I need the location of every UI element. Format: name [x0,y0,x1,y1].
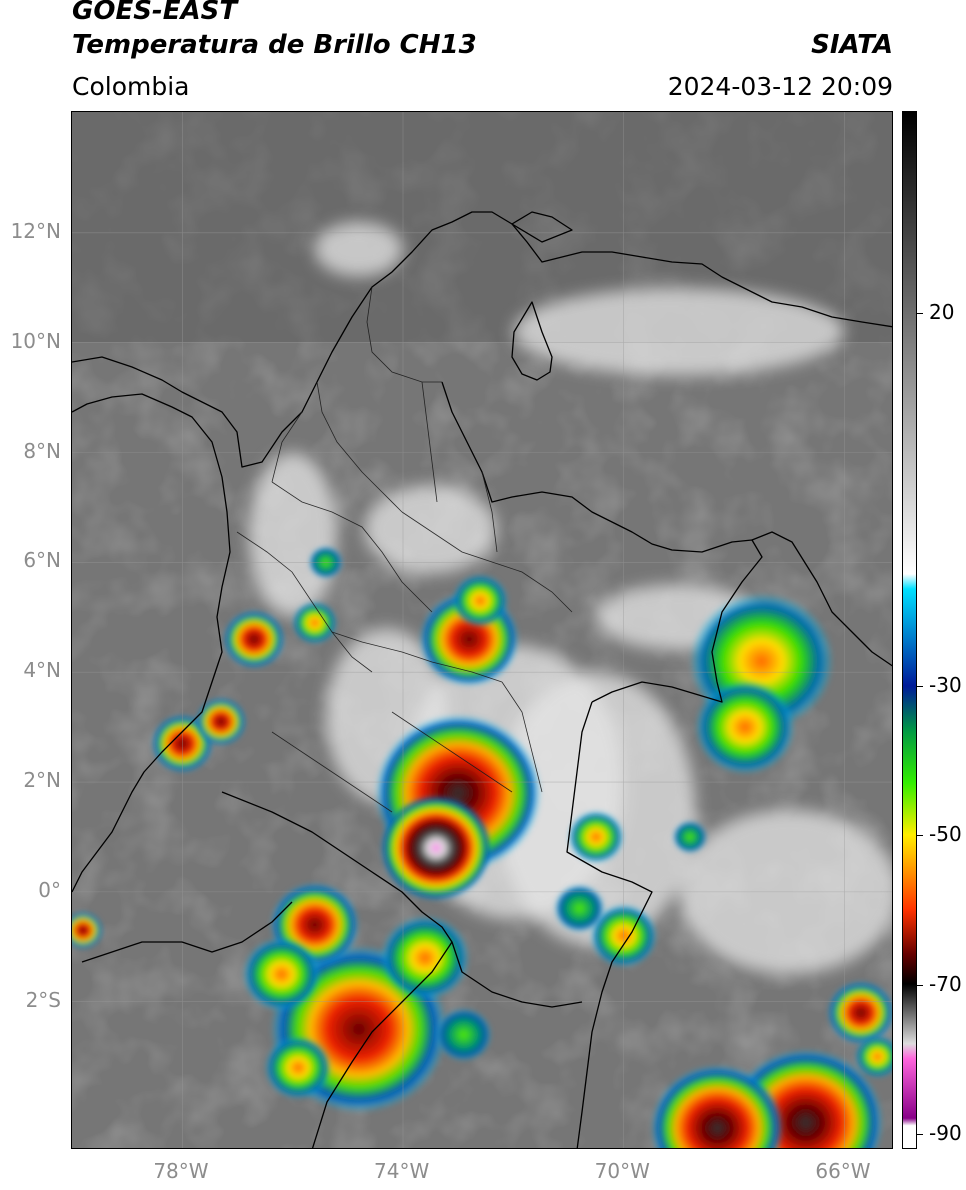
map-canvas [72,112,892,1148]
light-cloud-4 [248,452,337,618]
storm-cell-4 [695,680,795,775]
dept-border-12 [501,681,543,793]
border-venezuela-guyana [751,531,892,667]
colorbar-tick [917,1134,923,1136]
dept-border-1 [316,381,403,513]
lat-tick-label: 4°N [23,658,61,683]
storm-cell-23 [673,821,707,853]
lon-tick-label: 70°W [594,1159,650,1183]
colorbar-tick-label: -90 [929,1121,962,1146]
storm-cell-16 [380,916,470,1000]
storm-cell-1 [380,795,492,901]
storm-cell-18 [568,810,624,864]
source-label: SIATA [811,30,893,60]
lat-tick-label: 12°N [10,218,61,243]
colorbar-tick-label: -50 [929,822,962,847]
storm-cell-22 [855,1035,892,1078]
border-colombia-peru-ecuador [221,791,583,1008]
coastline-caribbean [72,211,892,468]
temperature-colorbar [902,111,917,1149]
light-cloud-3 [513,287,845,376]
lat-tick-label: 8°N [23,438,61,463]
dept-border-2 [366,286,442,383]
dept-border-10 [421,381,438,503]
department-borders [236,286,573,813]
light-cloud-5 [364,485,497,574]
dept-border-11 [481,471,498,553]
storm-cell-9 [223,610,285,668]
colorbar-tick [917,312,923,314]
storm-cell-15 [243,937,321,1011]
colorbar-tick [917,984,923,986]
storm-cell-25 [265,1036,332,1099]
coastline-pacific [72,393,231,893]
dept-border-4 [236,531,373,673]
storm-cell-19 [554,884,605,932]
border-colombia-venezuela [441,381,763,703]
border-brazil-peru [311,941,453,1148]
country-borders [72,211,892,1148]
timestamp-label: 2024-03-12 20:09 [667,72,893,101]
storm-cell-6 [651,1065,784,1148]
lon-tick-label: 66°W [815,1159,871,1183]
dept-border-7 [271,731,393,813]
storm-cell-12 [292,601,337,644]
dept-border-9 [271,411,303,483]
colorbar-tick-label: -70 [929,971,962,996]
lat-tick-label: 2°N [23,768,61,793]
lat-tick-label: 0° [38,877,61,902]
light-cloud-2 [314,221,404,277]
colorbar-tick-label: -30 [929,673,962,697]
dept-border-6 [331,631,503,683]
storm-cell-20 [72,912,103,949]
satellite-map [71,111,893,1149]
border-ecuador-peru [81,901,293,963]
storm-cell-8 [452,574,508,627]
lat-tick-label: 10°N [10,328,61,353]
colorbar-tick [917,835,923,837]
lat-tick-label: 2°S [25,987,61,1012]
satellite-title: GOES-EAST [72,0,238,26]
storm-cell-21 [827,981,892,1044]
dept-border-5 [401,511,573,613]
maracaibo-lake [511,301,553,381]
lon-tick-label: 78°W [153,1159,209,1183]
light-cloud-layer [248,221,892,975]
storm-cell-11 [196,698,246,746]
region-label: Colombia [72,72,190,101]
dept-border-8 [391,711,513,793]
colorbar-tick [917,686,923,687]
storm-cell-24 [436,1008,492,1061]
dept-border-3 [271,481,433,613]
lon-tick-label: 74°W [374,1159,430,1183]
colorbar-tick-label: 20 [929,299,955,324]
border-colombia-brazil [566,701,653,1148]
light-cloud-7 [496,672,696,947]
lat-tick-label: 6°N [23,548,61,573]
guajira-peninsula [511,211,573,243]
product-title: Temperatura de Brillo CH13 [72,30,477,60]
